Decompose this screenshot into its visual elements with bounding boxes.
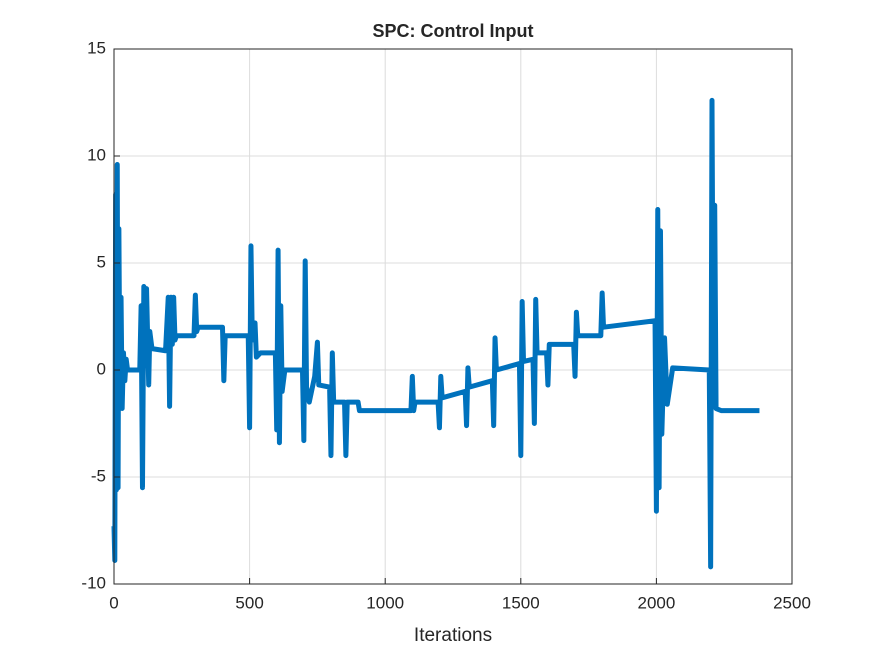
data-line xyxy=(111,97,760,570)
x-axis-label: Iterations xyxy=(414,625,492,646)
y-tick-label: 10 xyxy=(87,145,106,164)
x-tick-label: 0 xyxy=(109,593,118,612)
x-tick-label: 1500 xyxy=(502,593,540,612)
y-tick-label: -10 xyxy=(81,573,106,592)
x-tick-label: 1000 xyxy=(366,593,404,612)
axes-box xyxy=(113,48,793,585)
chart-title: SPC: Control Input xyxy=(373,21,534,41)
x-tick-label: 500 xyxy=(235,593,263,612)
y-tick-label: -5 xyxy=(91,466,106,485)
x-tick-label: 2000 xyxy=(637,593,675,612)
y-tick-label: 5 xyxy=(97,252,106,271)
x-tick-label: 2500 xyxy=(773,593,811,612)
y-tick-label: 15 xyxy=(87,38,106,57)
y-tick-label: 0 xyxy=(97,359,106,378)
